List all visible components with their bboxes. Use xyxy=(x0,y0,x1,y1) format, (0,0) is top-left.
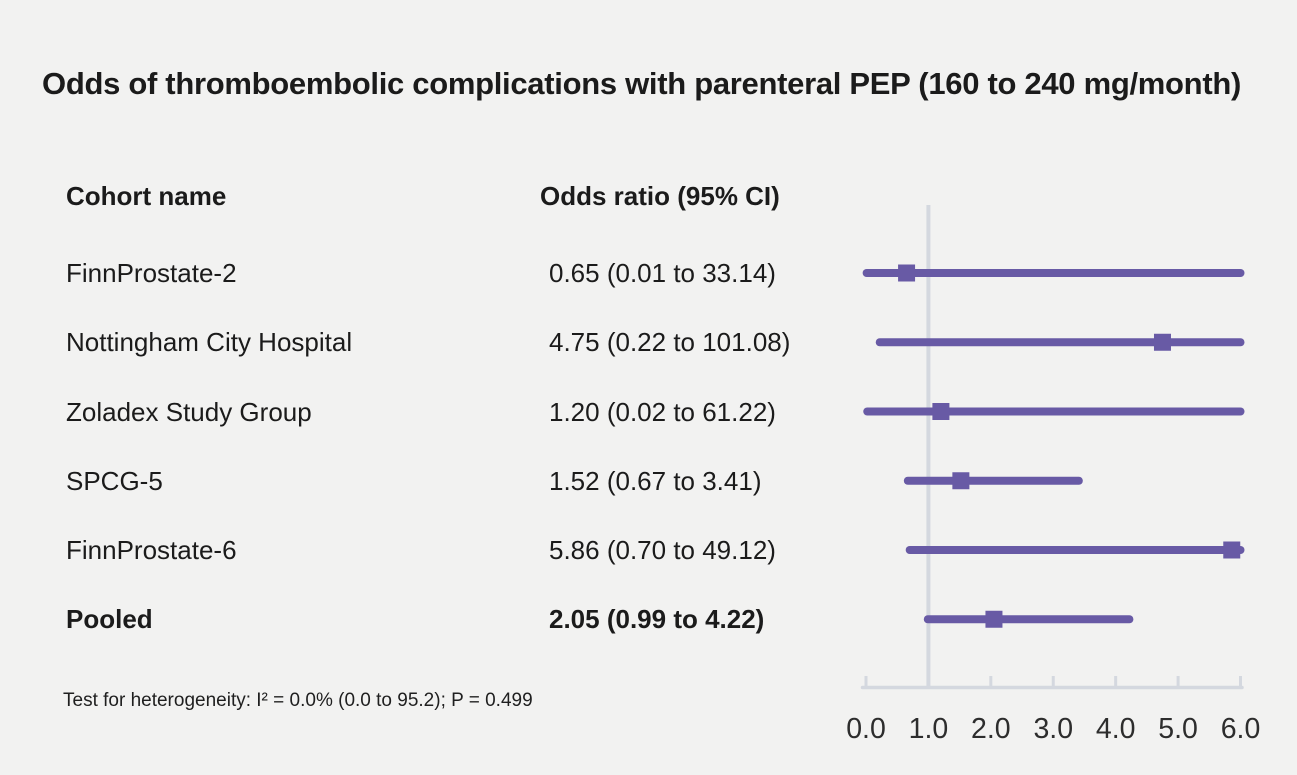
cohort-name: Pooled xyxy=(66,604,153,635)
odds-ratio-marker xyxy=(1223,541,1241,559)
x-axis-tick-label: 5.0 xyxy=(1158,713,1198,745)
x-axis-tick-label: 3.0 xyxy=(1033,713,1073,745)
x-axis-tick-label: 2.0 xyxy=(971,713,1011,745)
chart-title: Odds of thromboembolic complications wit… xyxy=(42,66,1241,101)
odds-ratio-ci-value: 1.52 (0.67 to 3.41) xyxy=(549,465,762,496)
cohort-name: FinnProstate-2 xyxy=(66,258,237,288)
odds-ratio-marker xyxy=(1153,333,1171,351)
odds-ratio-marker xyxy=(985,610,1003,628)
cohort-name: Zoladex Study Group xyxy=(66,396,312,427)
x-axis-tick-label: 4.0 xyxy=(1096,713,1136,745)
odds-ratio-ci-value: 2.05 (0.99 to 4.22) xyxy=(549,604,765,635)
column-header-cohort-name: Cohort name xyxy=(66,181,227,211)
x-axis-tick-label: 0.0 xyxy=(846,713,886,745)
cohort-name: FinnProstate-6 xyxy=(66,535,237,565)
column-header-odds-ratio: Odds ratio (95% CI) xyxy=(540,181,780,211)
cohort-name: Nottingham City Hospital xyxy=(66,327,353,358)
odds-ratio-ci-value: 0.65 (0.01 to 33.14) xyxy=(549,258,776,288)
x-axis-tick-label: 1.0 xyxy=(909,713,949,745)
odds-ratio-ci-value: 5.86 (0.70 to 49.12) xyxy=(549,535,776,565)
odds-ratio-ci-value: 1.20 (0.02 to 61.22) xyxy=(549,396,776,427)
odds-ratio-ci-value: 4.75 (0.22 to 101.08) xyxy=(549,327,791,358)
odds-ratio-marker xyxy=(898,264,916,282)
cohort-name: SPCG-5 xyxy=(66,465,163,496)
odds-ratio-marker xyxy=(952,472,970,490)
heterogeneity-footnote: Test for heterogeneity: I² = 0.0% (0.0 t… xyxy=(63,690,533,711)
x-axis-tick-label: 6.0 xyxy=(1221,713,1261,745)
odds-ratio-marker xyxy=(932,403,950,420)
